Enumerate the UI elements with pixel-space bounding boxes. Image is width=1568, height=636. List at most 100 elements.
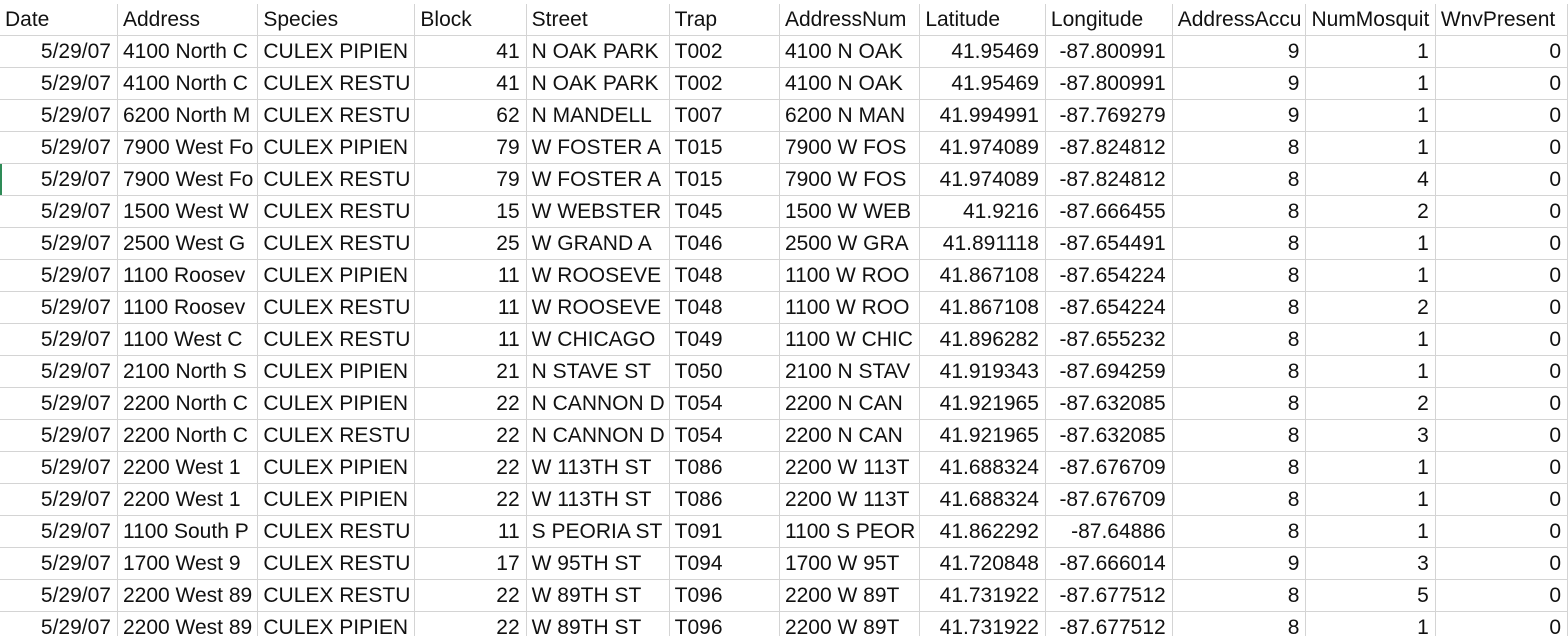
cell-addressaccu[interactable]: 8 (1172, 195, 1307, 228)
cell-latitude[interactable]: 41.867108 (919, 291, 1046, 324)
cell-nummosquit[interactable]: 3 (1305, 419, 1436, 452)
cell-nummosquit[interactable]: 1 (1305, 227, 1436, 260)
cell-addressnum[interactable]: 2100 N STAV (779, 355, 921, 388)
cell-addressaccu[interactable]: 8 (1172, 163, 1307, 196)
cell-addressnum[interactable]: 1100 W ROO (779, 259, 921, 292)
cell-block[interactable]: 79 (414, 163, 527, 196)
cell-species[interactable]: CULEX RESTU (257, 99, 416, 132)
cell-addressnum[interactable]: 7900 W FOS (779, 163, 921, 196)
cell-date[interactable]: 5/29/07 (0, 227, 118, 260)
cell-nummosquit[interactable]: 1 (1305, 611, 1436, 636)
header-cell-wnvpresent[interactable]: WnvPresent (1435, 4, 1568, 36)
cell-block[interactable]: 11 (414, 515, 527, 548)
cell-block[interactable]: 22 (414, 611, 527, 636)
cell-wnvpresent[interactable]: 0 (1435, 195, 1568, 228)
cell-wnvpresent[interactable]: 0 (1435, 515, 1568, 548)
header-cell-date[interactable]: Date (0, 4, 118, 36)
cell-latitude[interactable]: 41.867108 (919, 259, 1046, 292)
cell-wnvpresent[interactable]: 0 (1435, 259, 1568, 292)
cell-latitude[interactable]: 41.919343 (919, 355, 1046, 388)
cell-trap[interactable]: T002 (669, 67, 780, 100)
cell-longitude[interactable]: -87.632085 (1045, 419, 1173, 452)
cell-trap[interactable]: T086 (669, 483, 780, 516)
cell-addressnum[interactable]: 2200 W 89T (779, 611, 921, 636)
header-cell-address[interactable]: Address (117, 4, 259, 36)
cell-addressaccu[interactable]: 9 (1172, 67, 1307, 100)
cell-nummosquit[interactable]: 2 (1305, 195, 1436, 228)
header-cell-trap[interactable]: Trap (669, 4, 780, 36)
cell-addressnum[interactable]: 2500 W GRA (779, 227, 921, 260)
cell-latitude[interactable]: 41.921965 (919, 387, 1046, 420)
cell-species[interactable]: CULEX PIPIEN (257, 259, 416, 292)
cell-addressaccu[interactable]: 8 (1172, 131, 1307, 164)
cell-latitude[interactable]: 41.95469 (919, 67, 1046, 100)
cell-wnvpresent[interactable]: 0 (1435, 611, 1568, 636)
cell-longitude[interactable]: -87.824812 (1045, 163, 1173, 196)
cell-addressaccu[interactable]: 8 (1172, 611, 1307, 636)
cell-wnvpresent[interactable]: 0 (1435, 579, 1568, 612)
header-cell-addressaccu[interactable]: AddressAccu (1172, 4, 1307, 36)
cell-trap[interactable]: T049 (669, 323, 780, 356)
cell-block[interactable]: 22 (414, 451, 527, 484)
cell-longitude[interactable]: -87.666455 (1045, 195, 1173, 228)
cell-species[interactable]: CULEX RESTU (257, 579, 416, 612)
cell-trap[interactable]: T002 (669, 35, 780, 68)
cell-address[interactable]: 2200 West 1 (117, 451, 259, 484)
cell-wnvpresent[interactable]: 0 (1435, 163, 1568, 196)
cell-trap[interactable]: T054 (669, 387, 780, 420)
cell-longitude[interactable]: -87.694259 (1045, 355, 1173, 388)
cell-addressaccu[interactable]: 8 (1172, 259, 1307, 292)
cell-block[interactable]: 41 (414, 67, 527, 100)
cell-block[interactable]: 17 (414, 547, 527, 580)
cell-addressaccu[interactable]: 8 (1172, 579, 1307, 612)
cell-street[interactable]: W WEBSTER (526, 195, 670, 228)
header-cell-street[interactable]: Street (526, 4, 670, 36)
cell-longitude[interactable]: -87.676709 (1045, 451, 1173, 484)
cell-nummosquit[interactable]: 1 (1305, 355, 1436, 388)
cell-species[interactable]: CULEX RESTU (257, 323, 416, 356)
cell-wnvpresent[interactable]: 0 (1435, 99, 1568, 132)
cell-date[interactable]: 5/29/07 (0, 35, 118, 68)
cell-street[interactable]: S PEORIA ST (526, 515, 670, 548)
cell-addressaccu[interactable]: 8 (1172, 355, 1307, 388)
cell-trap[interactable]: T015 (669, 163, 780, 196)
cell-wnvpresent[interactable]: 0 (1435, 131, 1568, 164)
cell-addressnum[interactable]: 7900 W FOS (779, 131, 921, 164)
cell-addressaccu[interactable]: 9 (1172, 99, 1307, 132)
cell-addressnum[interactable]: 2200 N CAN (779, 387, 921, 420)
cell-address[interactable]: 2500 West G (117, 227, 259, 260)
cell-species[interactable]: CULEX RESTU (257, 291, 416, 324)
cell-address[interactable]: 2200 West 89 (117, 611, 259, 636)
cell-longitude[interactable]: -87.800991 (1045, 35, 1173, 68)
header-cell-longitude[interactable]: Longitude (1045, 4, 1173, 36)
cell-addressnum[interactable]: 1700 W 95T (779, 547, 921, 580)
cell-block[interactable]: 22 (414, 579, 527, 612)
cell-block[interactable]: 11 (414, 323, 527, 356)
cell-date[interactable]: 5/29/07 (0, 195, 118, 228)
cell-trap[interactable]: T091 (669, 515, 780, 548)
cell-trap[interactable]: T096 (669, 579, 780, 612)
cell-nummosquit[interactable]: 1 (1305, 259, 1436, 292)
cell-species[interactable]: CULEX RESTU (257, 163, 416, 196)
cell-street[interactable]: W CHICAGO (526, 323, 670, 356)
cell-address[interactable]: 1100 South P (117, 515, 259, 548)
cell-address[interactable]: 2100 North S (117, 355, 259, 388)
cell-trap[interactable]: T007 (669, 99, 780, 132)
cell-latitude[interactable]: 41.974089 (919, 163, 1046, 196)
cell-wnvpresent[interactable]: 0 (1435, 387, 1568, 420)
cell-longitude[interactable]: -87.654224 (1045, 259, 1173, 292)
cell-latitude[interactable]: 41.891118 (919, 227, 1046, 260)
cell-block[interactable]: 11 (414, 291, 527, 324)
cell-wnvpresent[interactable]: 0 (1435, 323, 1568, 356)
cell-block[interactable]: 22 (414, 419, 527, 452)
cell-address[interactable]: 2200 North C (117, 419, 259, 452)
cell-trap[interactable]: T048 (669, 291, 780, 324)
cell-species[interactable]: CULEX PIPIEN (257, 355, 416, 388)
cell-addressnum[interactable]: 4100 N OAK (779, 67, 921, 100)
cell-addressnum[interactable]: 2200 N CAN (779, 419, 921, 452)
cell-species[interactable]: CULEX RESTU (257, 419, 416, 452)
cell-date[interactable]: 5/29/07 (0, 547, 118, 580)
cell-date[interactable]: 5/29/07 (0, 419, 118, 452)
header-cell-block[interactable]: Block (414, 4, 527, 36)
cell-trap[interactable]: T054 (669, 419, 780, 452)
